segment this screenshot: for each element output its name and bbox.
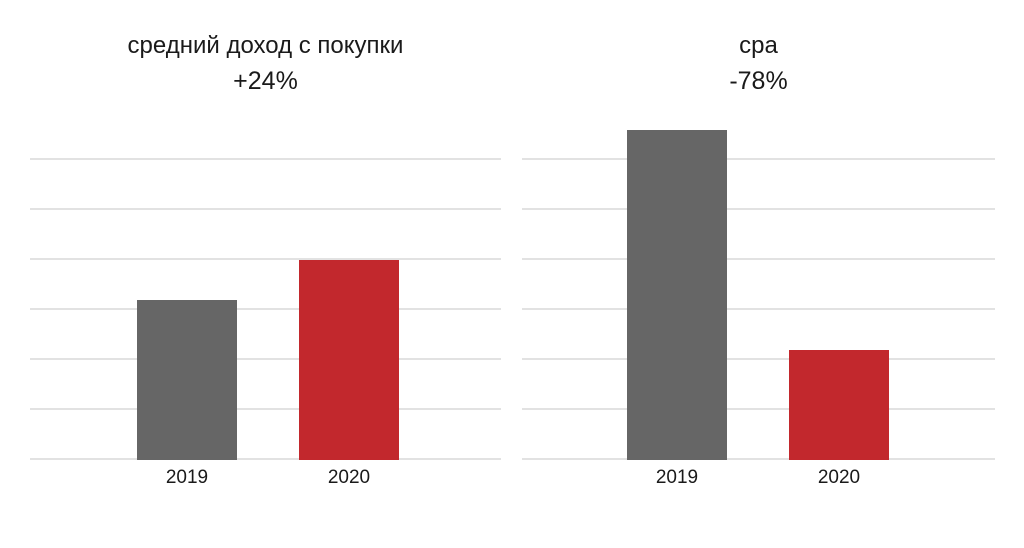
chart-change-value: +24% (233, 67, 298, 95)
x-axis-label-2019: 2019 (165, 467, 209, 488)
bar-2020 (789, 350, 889, 460)
x-axis-label-2020: 2020 (817, 467, 861, 488)
gridline (30, 458, 501, 460)
x-axis-label-2019: 2019 (655, 467, 699, 488)
gridline (30, 358, 501, 360)
gridline (522, 158, 995, 160)
chart-average-revenue-per-purchase: средний доход с покупки +24% 2019 2020 (30, 0, 501, 548)
gridline (522, 408, 995, 410)
bar-2019 (627, 130, 727, 460)
gridline (30, 258, 501, 260)
chart-title: средний доход с покупки (127, 32, 404, 59)
x-axis-label-2020: 2020 (327, 467, 371, 488)
gridline (522, 458, 995, 460)
gridline (522, 208, 995, 210)
bar-2019 (137, 300, 237, 460)
bar-2020 (299, 260, 399, 460)
gridline (522, 308, 995, 310)
gridline (522, 358, 995, 360)
chart-title: cpa (739, 32, 778, 59)
gridline (30, 308, 501, 310)
plot-area (30, 110, 501, 460)
gridline (30, 158, 501, 160)
gridline (522, 258, 995, 260)
plot-area (522, 110, 995, 460)
gridline (30, 208, 501, 210)
chart-change-value: -78% (729, 67, 788, 95)
chart-cpa: cpa -78% 2019 2020 (522, 0, 995, 548)
gridline (30, 408, 501, 410)
